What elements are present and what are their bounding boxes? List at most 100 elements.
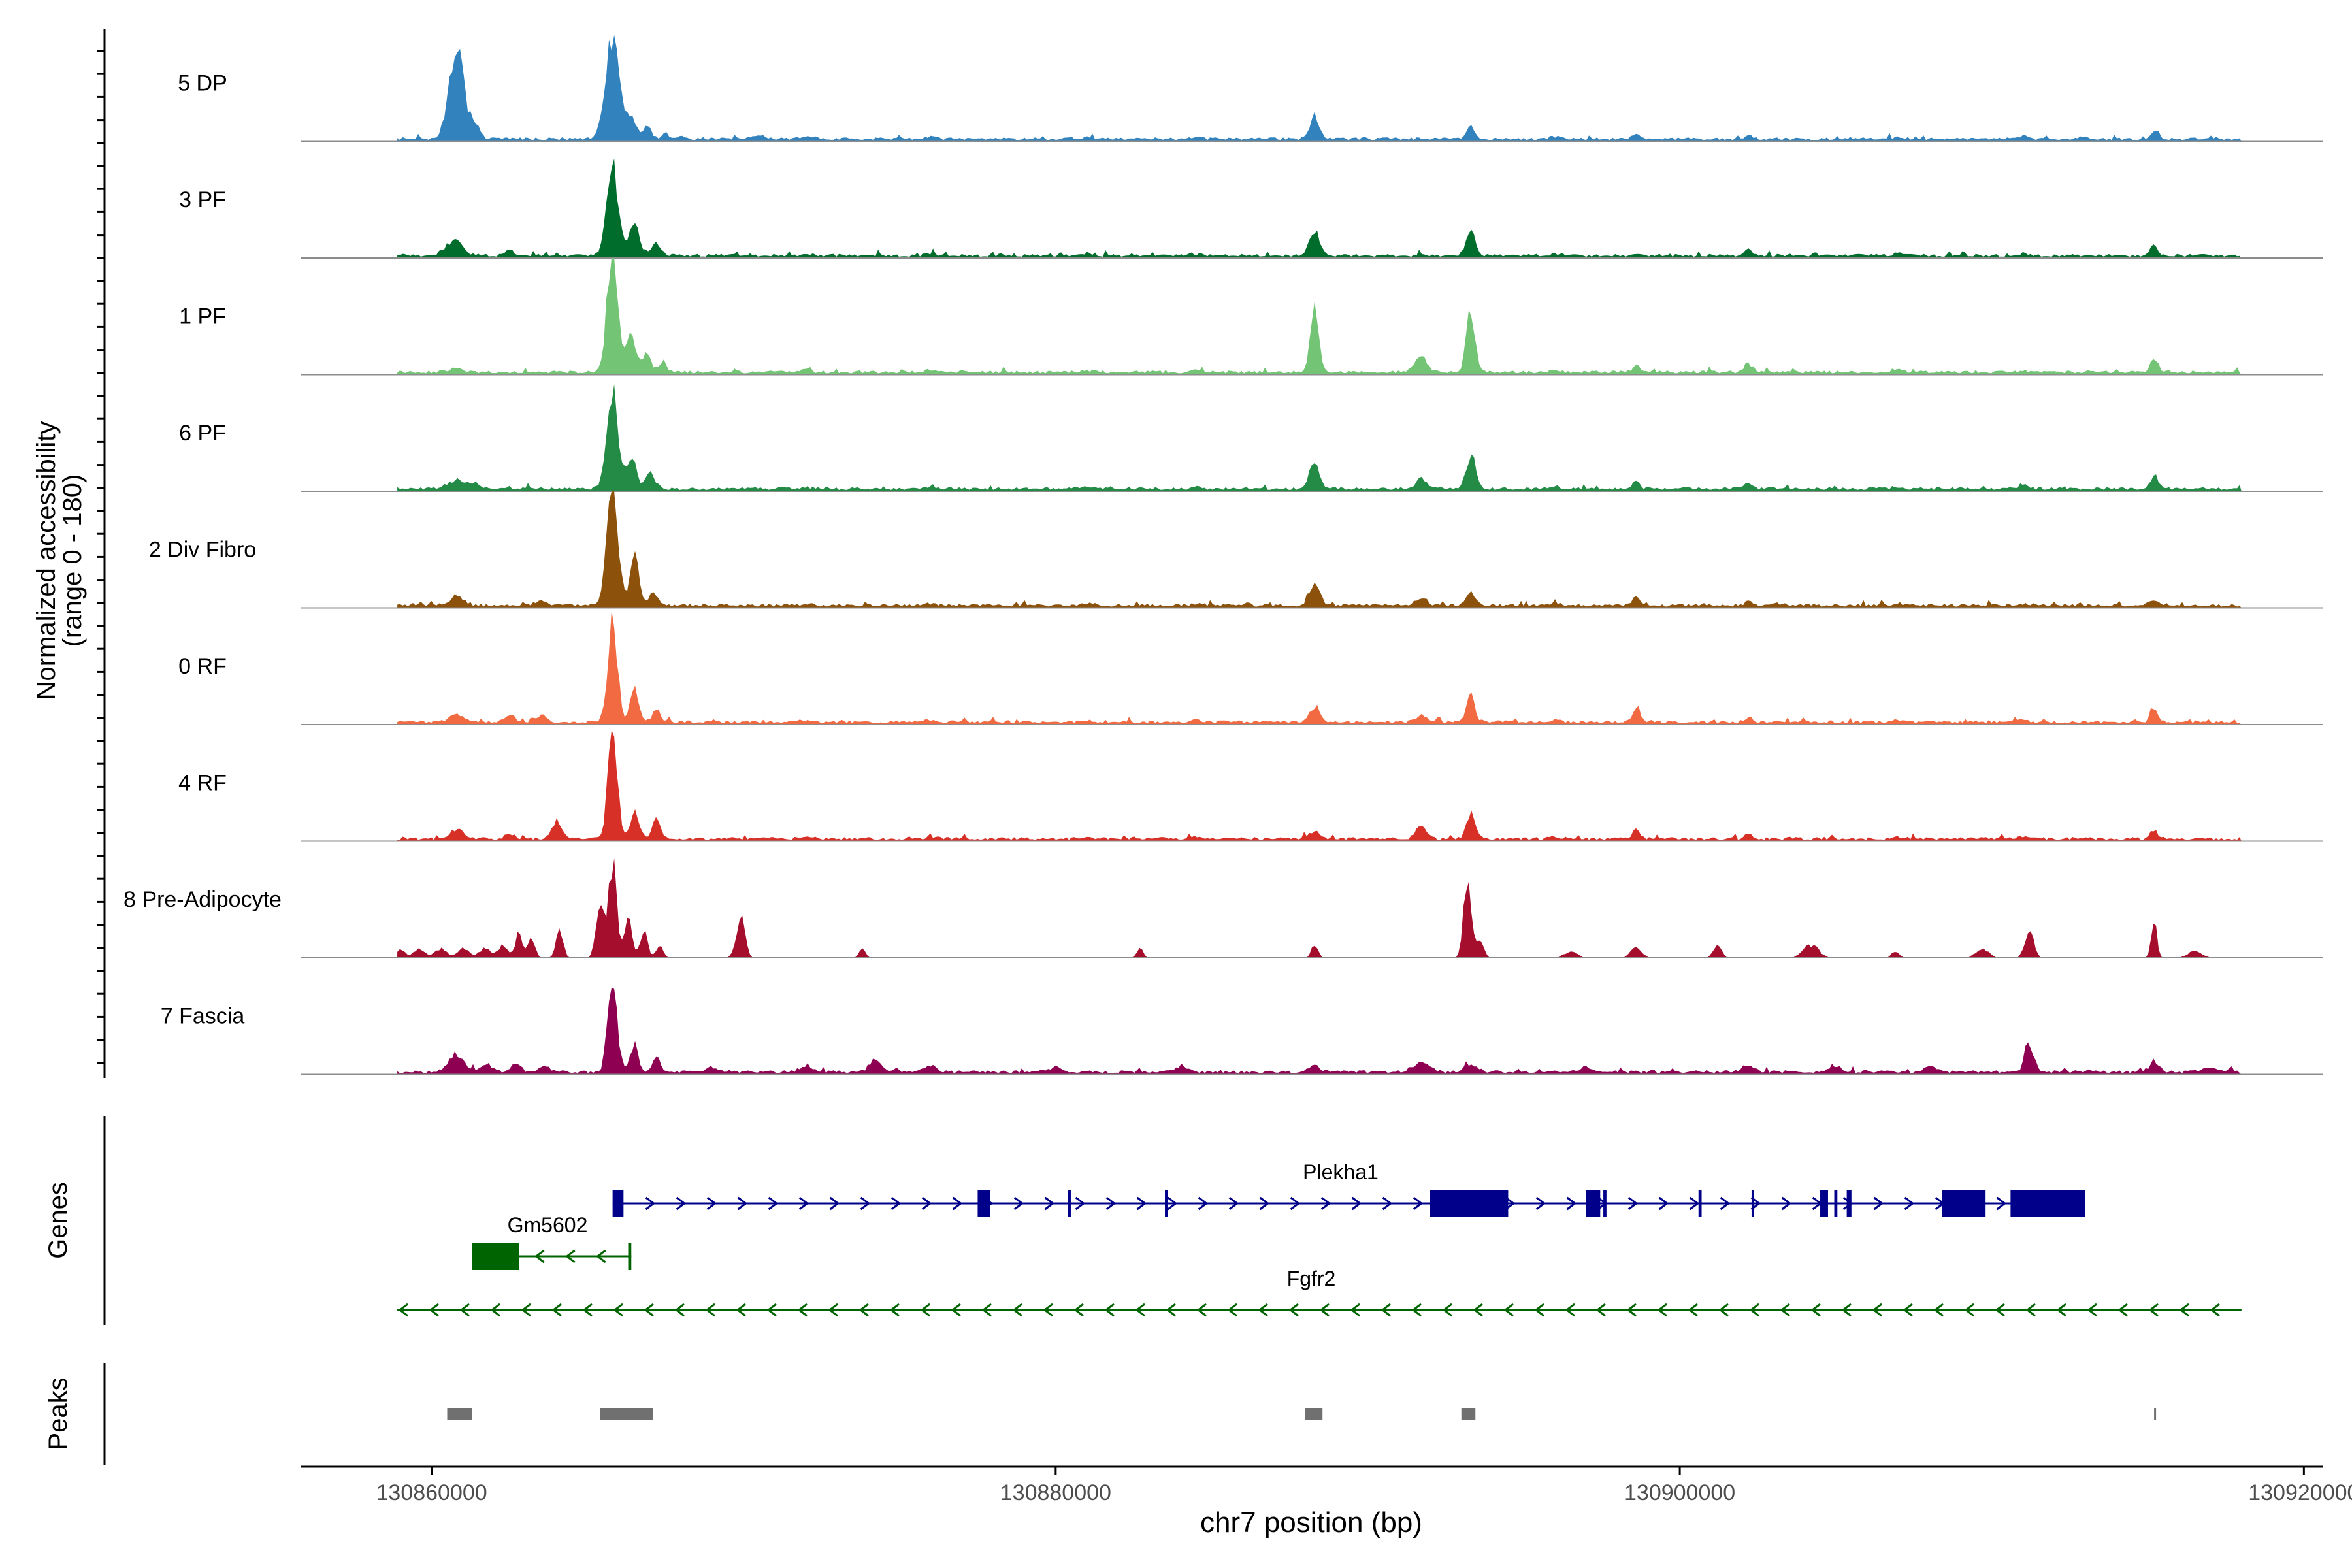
genes-panel-label: Genes — [44, 1182, 73, 1259]
strand-arrow — [645, 1196, 656, 1211]
track-3-pf: 3 PF — [179, 158, 2323, 259]
coverage-y-ticks — [97, 50, 105, 1064]
track-8-pre-adipocyte: 8 Pre-Adipocyte — [123, 858, 2323, 958]
x-axis-ticks: 130860000 130880000 130900000 130920000 — [376, 1467, 2352, 1505]
coverage-area — [397, 384, 2242, 491]
strand-arrow — [2056, 1303, 2066, 1317]
strand-arrow — [1566, 1196, 1577, 1211]
strand-arrow — [889, 1303, 900, 1317]
track-label: 7 Fascia — [161, 1004, 245, 1029]
strand-arrow — [644, 1303, 654, 1317]
exon-block — [1603, 1190, 1607, 1217]
track-6-pf: 6 PF — [179, 384, 2323, 492]
strand-arrow — [1903, 1303, 1913, 1317]
strand-arrow — [1075, 1196, 1086, 1211]
strand-arrow — [398, 1303, 408, 1317]
strand-arrow — [1904, 1196, 1915, 1211]
gene-label: Plekha1 — [1303, 1160, 1379, 1184]
coverage-area — [397, 610, 2242, 725]
strand-arrow — [1442, 1303, 1452, 1317]
strand-arrow — [890, 1196, 902, 1211]
strand-arrow — [1136, 1196, 1147, 1211]
track-label: 3 PF — [179, 188, 226, 212]
strand-arrow — [1720, 1196, 1731, 1211]
strand-arrow — [860, 1196, 871, 1211]
strand-arrow — [1411, 1303, 1422, 1317]
strand-arrow — [1473, 1303, 1483, 1317]
strand-arrow — [521, 1303, 531, 1317]
strand-arrow — [1595, 1303, 1606, 1317]
strand-arrow — [1505, 1196, 1516, 1211]
coverage-tracks: 5 DP 3 PF 1 PF 6 PF 2 Div Fibro 0 RF 4 RF 8 Pre… — [123, 35, 2323, 1075]
strand-arrow — [2025, 1303, 2036, 1317]
strand-arrow — [736, 1303, 746, 1317]
x-axis-title: chr7 position (bp) — [1200, 1507, 1422, 1539]
coverage-area — [397, 987, 2242, 1075]
track-label: 2 Div Fibro — [149, 538, 256, 563]
exon-block — [1846, 1190, 1852, 1217]
strand-arrow — [1873, 1196, 1884, 1211]
strand-arrow — [674, 1303, 685, 1317]
y-axis-title: Normalized accessibility — [32, 421, 61, 700]
peak-regions — [447, 1408, 2157, 1420]
strand-arrow — [1658, 1196, 1669, 1211]
strand-arrow — [1105, 1196, 1117, 1211]
peak-region — [1461, 1408, 1476, 1420]
strand-arrow — [737, 1196, 748, 1211]
strand-arrow — [1073, 1303, 1084, 1317]
strand-arrow — [1718, 1303, 1729, 1317]
strand-arrow — [920, 1303, 930, 1317]
strand-arrow — [565, 1249, 576, 1264]
strand-arrow — [1259, 1196, 1270, 1211]
strand-arrow — [1227, 1303, 1237, 1317]
exon-block — [1068, 1190, 1071, 1217]
exon-block — [2010, 1190, 2086, 1217]
coverage-area — [397, 491, 2242, 608]
strand-arrow — [1319, 1303, 1330, 1317]
coverage-area — [397, 258, 2242, 375]
x-tick-label: 130880000 — [1000, 1480, 1111, 1505]
strand-arrow — [1013, 1196, 1024, 1211]
strand-arrow — [1258, 1303, 1268, 1317]
strand-arrow — [1872, 1303, 1882, 1317]
exon-block — [1942, 1190, 1986, 1217]
strand-arrow — [676, 1196, 687, 1211]
gene-fgfr2: Fgfr2 — [397, 1267, 2242, 1317]
y-axis-range-label: (range 0 - 180) — [58, 474, 87, 647]
strand-arrow — [1503, 1303, 1514, 1317]
exon-block — [1698, 1190, 1702, 1217]
strand-arrow — [1841, 1303, 1852, 1317]
exon-block — [977, 1190, 990, 1217]
exon-block — [1586, 1190, 1601, 1217]
strand-arrow — [829, 1196, 840, 1211]
strand-arrow — [1012, 1303, 1022, 1317]
strand-arrow — [1626, 1303, 1637, 1317]
strand-arrow — [797, 1303, 808, 1317]
strand-arrow — [1290, 1196, 1301, 1211]
strand-arrow — [2210, 1303, 2220, 1317]
coverage-area — [397, 35, 2242, 142]
exon-block — [1834, 1190, 1838, 1217]
strand-arrow — [1350, 1303, 1360, 1317]
coverage-area — [397, 858, 2242, 958]
peak-region — [600, 1408, 653, 1420]
strand-arrow — [2179, 1303, 2189, 1317]
gene-annotations: Plekha1 Gm5602 Fgfr2 — [397, 1160, 2242, 1317]
peak-region — [2154, 1408, 2157, 1420]
strand-arrow — [1565, 1303, 1575, 1317]
gene-label: Gm5602 — [508, 1213, 588, 1237]
strand-arrow — [1413, 1196, 1424, 1211]
strand-arrow — [1535, 1196, 1546, 1211]
track-label: 5 DP — [178, 71, 227, 96]
gene-gm5602: Gm5602 — [472, 1213, 632, 1270]
strand-arrow — [921, 1196, 932, 1211]
x-tick-label: 130920000 — [2248, 1480, 2352, 1505]
strand-arrow — [596, 1249, 606, 1264]
strand-arrow — [1534, 1303, 1544, 1317]
strand-arrow — [1780, 1303, 1790, 1317]
track-label: 4 RF — [178, 771, 227, 796]
coverage-area — [397, 730, 2242, 841]
exon-block — [1165, 1190, 1168, 1217]
strand-arrow — [1320, 1196, 1331, 1211]
